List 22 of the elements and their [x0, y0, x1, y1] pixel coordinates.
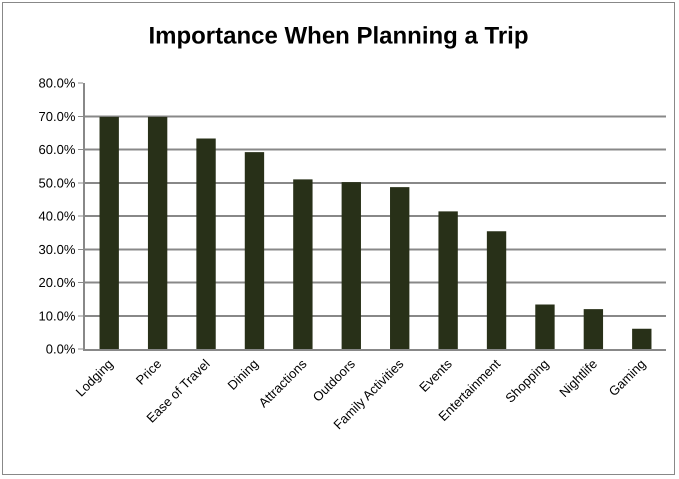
- bar: [390, 187, 410, 349]
- y-tick-label: 60.0%: [38, 142, 76, 158]
- bar: [438, 211, 458, 349]
- bar: [584, 309, 604, 349]
- y-tick-label: 80.0%: [38, 76, 76, 91]
- bar: [196, 138, 216, 349]
- y-tick-label: 40.0%: [38, 208, 76, 224]
- bar: [486, 231, 506, 349]
- bar: [244, 152, 264, 349]
- y-tick-label: 10.0%: [38, 308, 76, 324]
- bar: [293, 179, 313, 349]
- y-tick-label: 0.0%: [46, 342, 76, 357]
- y-tick-label: 30.0%: [38, 242, 76, 257]
- y-tick-label: 20.0%: [38, 275, 76, 290]
- bar: [342, 182, 361, 349]
- y-tick-label: 70.0%: [38, 108, 76, 124]
- bar: [148, 116, 168, 349]
- chart-title: Importance When Planning a Trip: [148, 22, 529, 50]
- y-tick-label: 50.0%: [38, 175, 76, 190]
- bar: [632, 328, 652, 349]
- bar: [100, 116, 119, 349]
- bar: [535, 304, 555, 349]
